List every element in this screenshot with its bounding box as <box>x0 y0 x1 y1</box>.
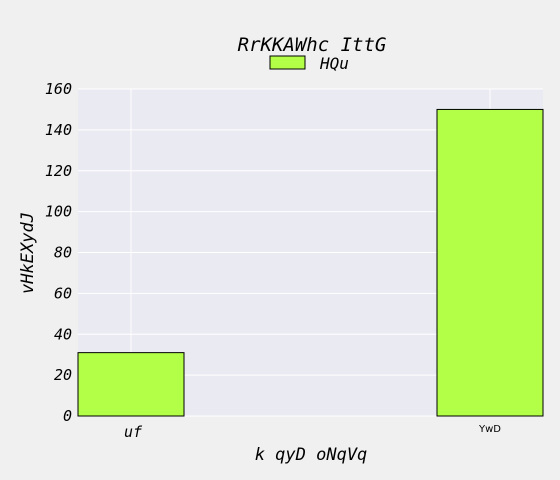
x-axis-label: k qyD oNqVq <box>255 445 368 465</box>
bar-YwD <box>437 109 543 416</box>
bar-uf <box>78 353 184 416</box>
y-tick-label: 80 <box>54 244 72 262</box>
legend-label: HQu <box>319 54 349 73</box>
x-tick-label: uf <box>124 423 143 441</box>
y-tick-label: 20 <box>54 366 72 384</box>
x-tick-labels: uf YwD <box>124 423 501 441</box>
y-tick-label: 140 <box>45 121 72 139</box>
legend-swatch <box>270 56 305 69</box>
chart-title: RrKKAWhc IttG <box>238 34 387 56</box>
y-tick-label: 160 <box>45 80 72 98</box>
y-tick-label: 40 <box>54 325 72 343</box>
y-tick-label: 0 <box>63 407 72 425</box>
y-tick-labels: 0 20 40 60 80 100 120 140 160 <box>45 80 72 425</box>
legend: HQu <box>270 54 349 73</box>
y-tick-label: 60 <box>54 284 72 302</box>
y-axis-label: vHkEXydJ <box>18 212 38 294</box>
y-tick-label: 100 <box>45 203 72 221</box>
x-tick-label: YwD <box>478 424 501 435</box>
y-tick-label: 120 <box>45 162 72 180</box>
